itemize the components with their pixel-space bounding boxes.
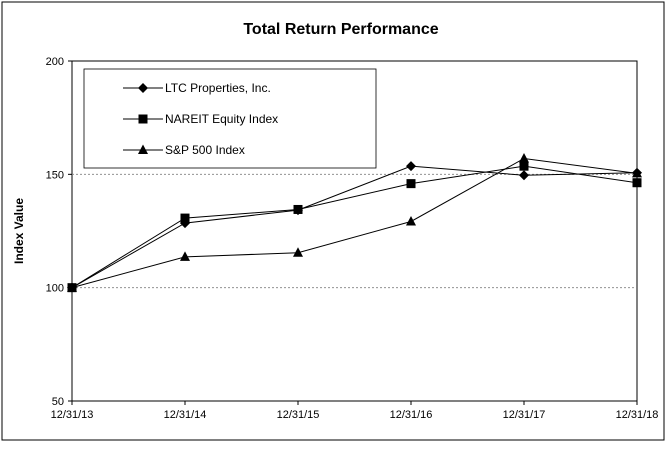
x-tick-label: 12/31/15	[277, 409, 320, 421]
data-point-nareit-equity-index	[293, 204, 303, 214]
data-point-nareit-equity-index	[519, 161, 529, 171]
data-point-s-p-500-index	[180, 251, 190, 261]
legend-marker-triangle-icon	[138, 144, 148, 154]
data-point-ltc-properties-inc	[519, 170, 529, 181]
legend-label: LTC Properties, Inc.	[165, 81, 271, 95]
y-tick-label: 150	[46, 169, 64, 181]
legend: LTC Properties, Inc. NAREIT Equity Index S…	[83, 68, 377, 169]
data-point-s-p-500-index	[519, 152, 529, 163]
plot-area	[71, 60, 638, 402]
data-point-nareit-equity-index	[180, 213, 190, 223]
series-line-s-p-500-index	[71, 157, 638, 289]
data-point-s-p-500-index	[67, 282, 77, 292]
data-point-nareit-equity-index	[632, 178, 642, 188]
series-line-nareit-equity-index	[71, 165, 638, 289]
y-tick-label: 200	[46, 56, 64, 68]
x-tick-label: 12/31/14	[164, 409, 207, 421]
data-point-s-p-500-index	[293, 247, 303, 257]
legend-marker-diamond-icon	[138, 83, 148, 93]
series-line-ltc-properties-inc	[71, 165, 638, 289]
legend-marker-square-icon	[138, 114, 148, 124]
chart-title: Total Return Performance	[243, 21, 438, 38]
y-axis-label: Index Value	[12, 198, 26, 264]
data-point-s-p-500-index	[406, 215, 416, 226]
data-point-ltc-properties-inc	[406, 161, 416, 172]
legend-label: NAREIT Equity Index	[165, 112, 278, 126]
x-tick-label: 12/31/17	[503, 409, 546, 421]
x-tick-label: 12/31/16	[390, 409, 433, 421]
y-tick-label: 50	[52, 396, 64, 408]
x-tick-label: 12/31/13	[51, 409, 94, 421]
chart-border	[1, 1, 665, 441]
data-point-nareit-equity-index	[406, 179, 416, 189]
data-point-s-p-500-index	[632, 167, 642, 178]
y-tick-label: 100	[46, 283, 64, 295]
legend-label: S&P 500 Index	[165, 143, 245, 157]
x-tick-label: 12/31/18	[616, 409, 659, 421]
